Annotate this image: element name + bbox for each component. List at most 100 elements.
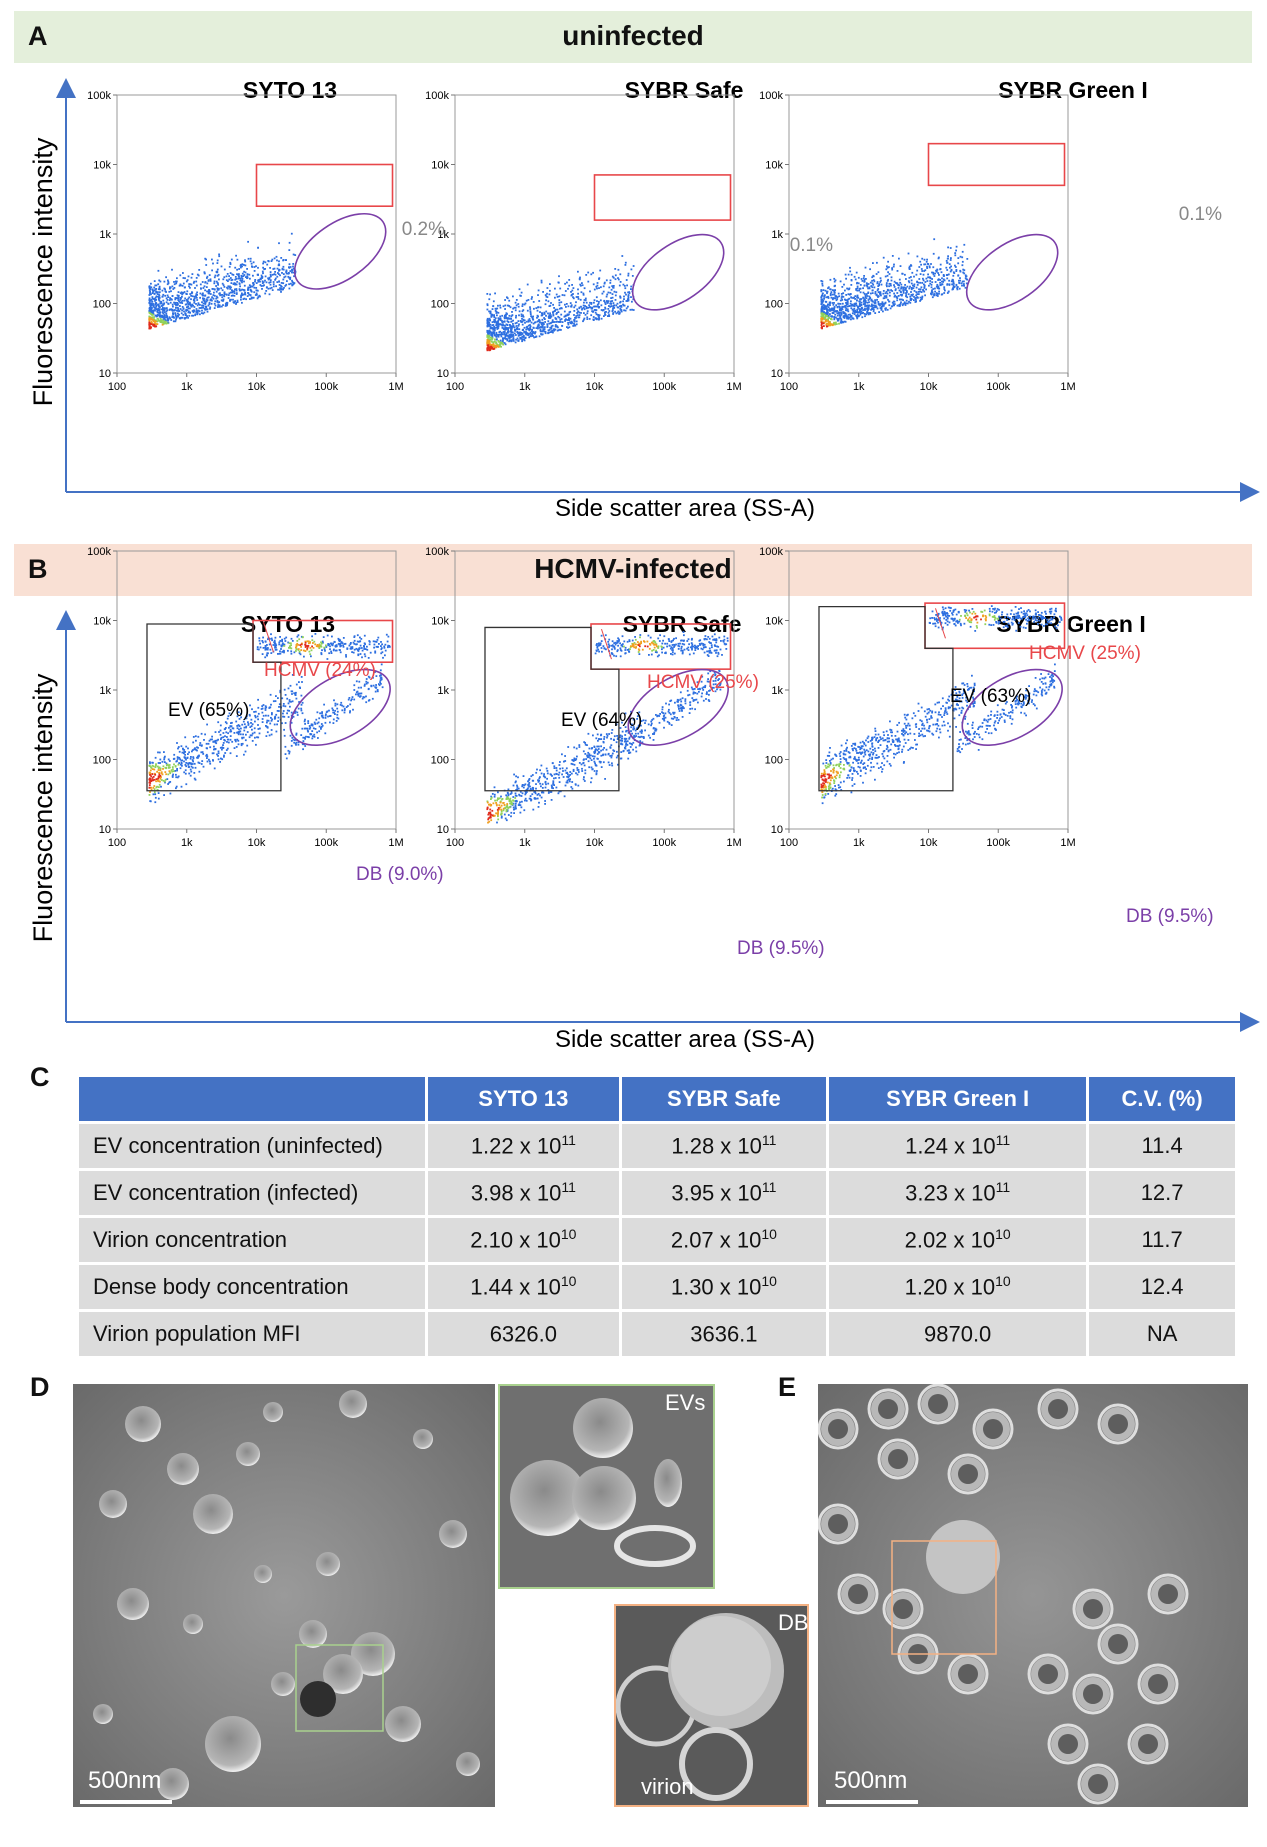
- event-dot: [948, 263, 951, 265]
- event-dot: [605, 733, 608, 735]
- event-dot: [905, 294, 908, 296]
- event-dot: [513, 332, 516, 335]
- event-dot: [228, 726, 230, 729]
- event-dot: [825, 315, 828, 317]
- event-dot: [305, 735, 307, 738]
- plot-a3-title: SYBR Green I: [998, 77, 1148, 103]
- event-dot: [906, 296, 909, 299]
- event-dot: [597, 748, 600, 750]
- event-dot: [599, 299, 602, 302]
- event-dot: [825, 325, 828, 328]
- event-dot: [913, 295, 915, 298]
- event-dot: [194, 747, 196, 750]
- event-dot: [289, 647, 292, 649]
- event-dot: [887, 260, 889, 263]
- event-dot: [245, 717, 248, 720]
- event-dot: [535, 327, 538, 329]
- event-dot: [324, 732, 327, 735]
- event-dot: [241, 301, 243, 304]
- event-dot: [528, 329, 531, 332]
- event-dot: [284, 285, 287, 287]
- event-dot: [257, 280, 260, 283]
- event-dot: [288, 642, 291, 645]
- event-dot: [161, 321, 164, 324]
- event-dot: [623, 304, 626, 307]
- x-tick-label: 1M: [388, 381, 403, 393]
- event-dot: [183, 751, 186, 753]
- event-dot: [291, 693, 293, 695]
- event-dot: [300, 676, 303, 678]
- event-dot: [284, 745, 287, 748]
- event-dot: [332, 709, 334, 711]
- event-dot: [821, 284, 824, 287]
- event-dot: [320, 723, 323, 725]
- event-dot: [265, 281, 268, 284]
- event-dot: [898, 278, 901, 281]
- event-dot: [309, 641, 311, 643]
- event-dot: [835, 323, 838, 325]
- event-dot: [150, 298, 153, 301]
- event-dot: [831, 293, 834, 296]
- event-dot: [868, 304, 870, 307]
- event-dot: [872, 308, 875, 311]
- event-dot: [871, 292, 874, 294]
- event-dot: [512, 307, 514, 310]
- event-dot: [885, 284, 888, 286]
- event-dot: [488, 336, 491, 338]
- event-dot: [314, 643, 317, 646]
- event-dot: [213, 302, 216, 305]
- event-dot: [567, 746, 570, 748]
- event-dot: [506, 318, 509, 320]
- event-dot: [203, 272, 206, 275]
- event-dot: [556, 325, 559, 328]
- event-dot: [357, 693, 359, 696]
- event-dot: [569, 778, 571, 781]
- event-dot: [282, 715, 284, 718]
- y-tick-label: 1k: [99, 229, 111, 241]
- event-dot: [612, 276, 615, 279]
- event-dot: [909, 301, 912, 304]
- event-dot: [295, 733, 298, 736]
- event-dot: [269, 271, 272, 273]
- event-dot: [882, 256, 885, 259]
- event-dot: [313, 721, 316, 724]
- event-dot: [545, 295, 548, 298]
- event-dot: [148, 299, 151, 302]
- event-dot: [229, 735, 232, 737]
- event-dot: [825, 296, 828, 299]
- event-dot: [964, 274, 967, 277]
- event-dot: [188, 296, 191, 299]
- event-dot: [511, 325, 513, 328]
- event-dot: [933, 293, 935, 296]
- event-dot: [159, 769, 162, 772]
- event-dot: [921, 257, 924, 260]
- event-dot: [839, 321, 842, 324]
- event-dot: [623, 740, 626, 743]
- event-dot: [559, 320, 562, 323]
- event-dot: [292, 263, 295, 265]
- event-dot: [276, 723, 278, 726]
- event-dot: [880, 294, 882, 297]
- event-dot: [353, 684, 356, 687]
- event-dot: [154, 303, 157, 306]
- event-dot: [610, 288, 613, 291]
- event-dot: [264, 275, 267, 278]
- event-dot: [951, 288, 954, 291]
- event-dot: [564, 282, 566, 285]
- event-dot: [824, 316, 827, 318]
- event-dot: [175, 297, 177, 299]
- event-dot: [489, 319, 491, 322]
- event-dot: [548, 314, 551, 316]
- event-dot: [515, 299, 518, 301]
- event-dot: [276, 710, 279, 712]
- event-dot: [496, 325, 499, 328]
- event-dot: [185, 758, 187, 761]
- event-dot: [716, 645, 718, 648]
- event-dot: [623, 298, 625, 300]
- event-dot: [244, 264, 247, 267]
- event-dot: [188, 751, 190, 754]
- event-dot: [521, 305, 524, 307]
- event-dot: [842, 295, 845, 298]
- event-dot: [527, 334, 529, 336]
- event-dot: [201, 301, 203, 304]
